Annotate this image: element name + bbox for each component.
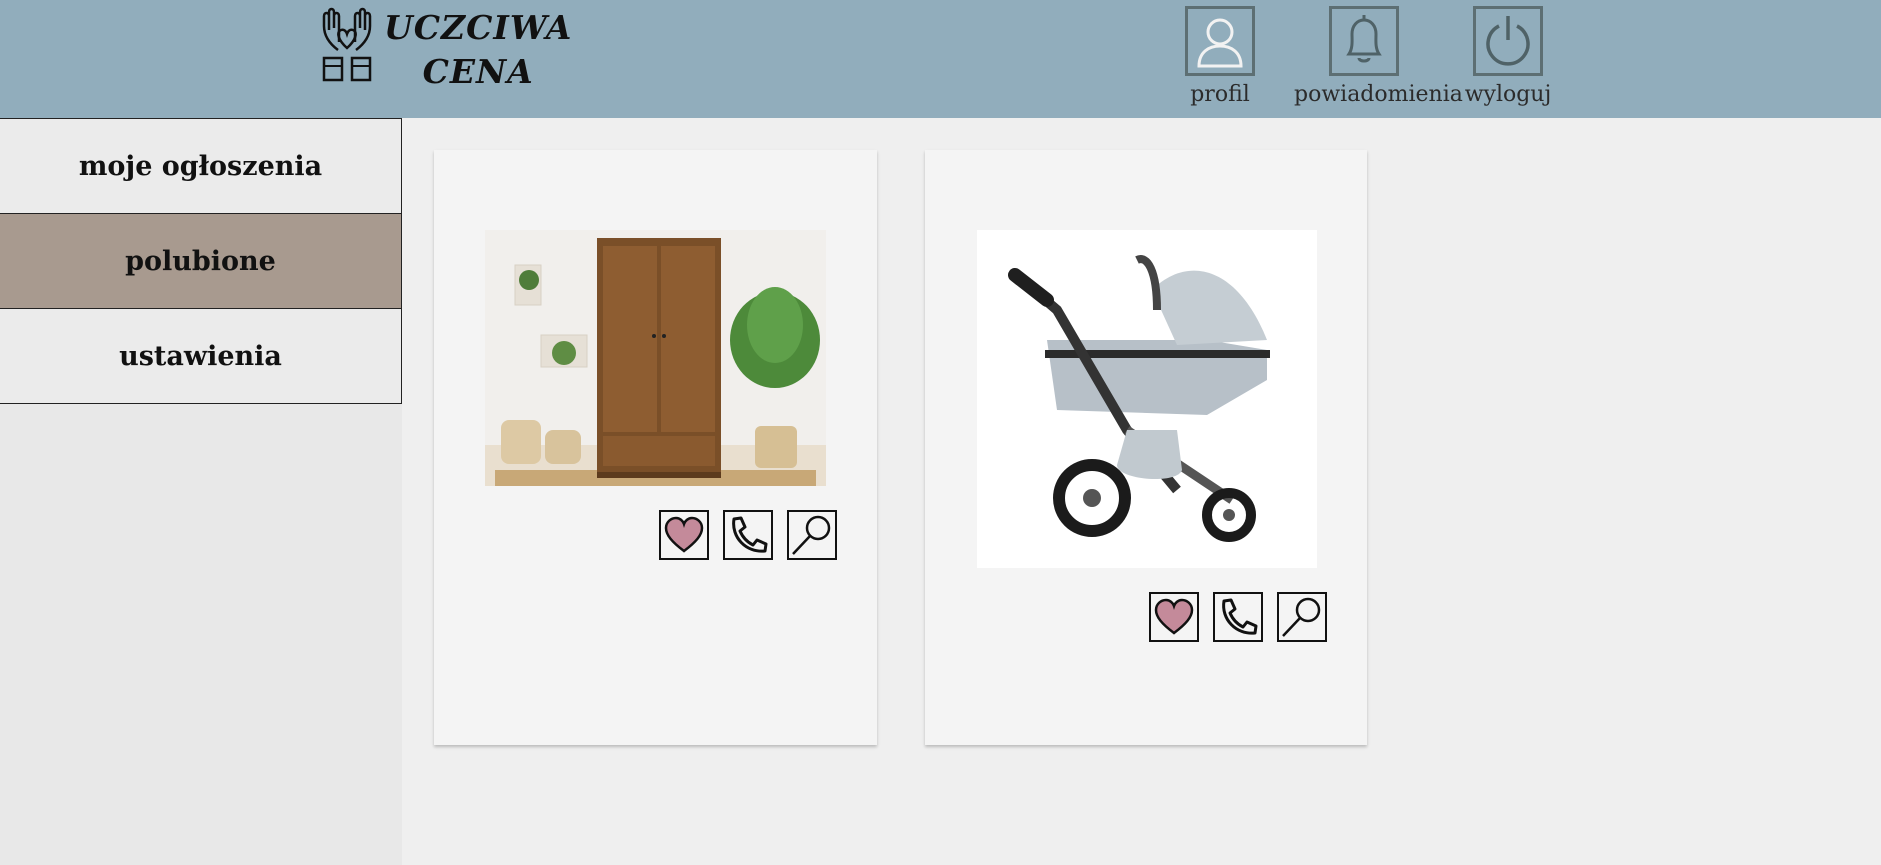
phone-icon	[726, 513, 770, 557]
listing-actions	[659, 510, 837, 560]
magnifier-icon	[790, 513, 834, 557]
like-button[interactable]	[659, 510, 709, 560]
bell-icon	[1335, 12, 1393, 70]
sidebar-item-settings[interactable]: ustawienia	[0, 308, 402, 404]
heart-icon	[1152, 595, 1196, 639]
baby-stroller-photo[interactable]	[977, 230, 1317, 568]
hands-heart-logo-icon	[316, 6, 378, 86]
phone-icon	[1216, 595, 1260, 639]
magnifier-icon	[1280, 595, 1324, 639]
notifications-button[interactable]	[1329, 6, 1399, 76]
nav-profile[interactable]: profil	[1150, 6, 1290, 107]
power-icon	[1479, 12, 1537, 70]
like-button[interactable]	[1149, 592, 1199, 642]
nav-notifications[interactable]: powiadomienia	[1294, 6, 1434, 107]
brand-line-2: CENA	[384, 50, 572, 94]
call-button[interactable]	[723, 510, 773, 560]
nav-logout[interactable]: wyloguj	[1438, 6, 1578, 107]
logo[interactable]: UCZCIWA CENA	[316, 6, 572, 94]
sidebar: moje ogłoszenia polubione ustawienia	[0, 118, 402, 865]
sidebar-item-label: ustawienia	[119, 341, 282, 372]
sidebar-item-label: polubione	[125, 246, 276, 277]
sidebar-item-liked[interactable]: polubione	[0, 213, 402, 309]
user-icon	[1191, 12, 1249, 70]
listing-card[interactable]	[434, 150, 877, 745]
nav-label-profile: profil	[1150, 82, 1290, 107]
sidebar-item-my-listings[interactable]: moje ogłoszenia	[0, 118, 402, 214]
nav-label-logout: wyloguj	[1438, 82, 1578, 107]
view-details-button[interactable]	[787, 510, 837, 560]
brand-line-1: UCZCIWA	[384, 6, 572, 50]
view-details-button[interactable]	[1277, 592, 1327, 642]
sidebar-item-label: moje ogłoszenia	[79, 151, 322, 182]
nav-label-notifications: powiadomienia	[1294, 82, 1434, 107]
listing-card[interactable]	[925, 150, 1367, 745]
logout-button[interactable]	[1473, 6, 1543, 76]
wooden-wardrobe-photo[interactable]	[485, 230, 826, 486]
top-bar: UCZCIWA CENA profil powiadomienia	[0, 0, 1881, 118]
listing-actions	[1149, 592, 1327, 642]
heart-icon	[662, 513, 706, 557]
brand-name: UCZCIWA CENA	[384, 6, 572, 94]
call-button[interactable]	[1213, 592, 1263, 642]
profile-button[interactable]	[1185, 6, 1255, 76]
